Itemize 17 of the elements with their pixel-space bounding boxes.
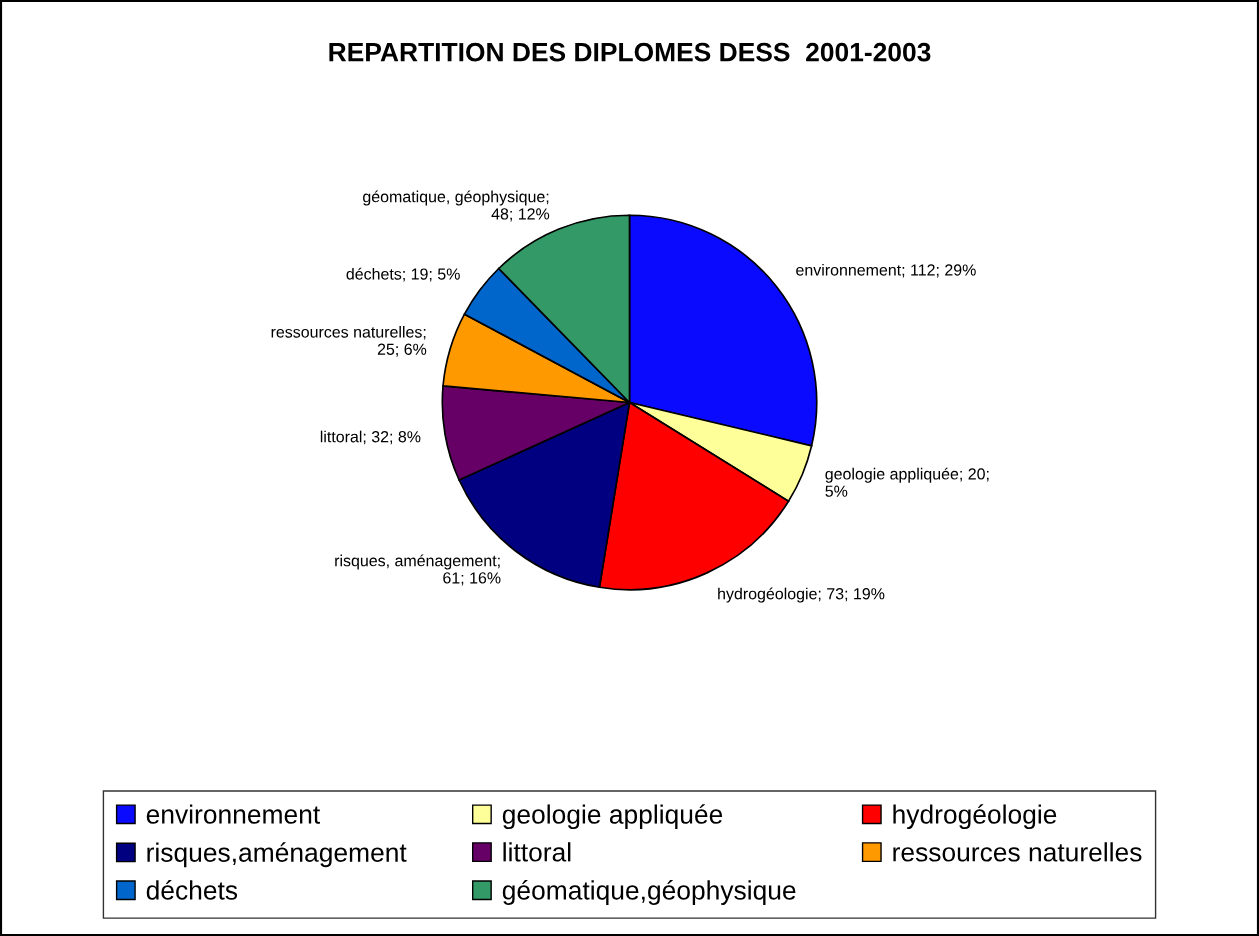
data-label: hydrogéologie; 73; 19% (718, 587, 885, 603)
legend-label: déchets (146, 880, 238, 900)
legend-label: géomatique,géophysique (502, 880, 796, 905)
data-label: déchets; 19; 5% (346, 267, 460, 282)
data-label: risques, aménagement; 61; 16% (335, 554, 501, 586)
legend-label: environnement (146, 804, 321, 824)
legend-label: littoral (503, 842, 571, 862)
chart-title: REPARTITION DES DIPLOMES DESS 2001-2003 (329, 42, 931, 62)
legend-label: risques,aménagement (147, 842, 407, 868)
data-label: géomatique, géophysique; 48; 12% (363, 190, 550, 222)
legend-label: ressources naturelles (893, 842, 1142, 862)
data-label: littoral; 32; 8% (320, 430, 421, 445)
data-label: environnement; 112; 29% (796, 263, 976, 278)
data-label: geologie appliquée; 20; 5% (825, 467, 989, 497)
data-label: ressources naturelles; 25; 6% (271, 325, 427, 357)
legend-label: hydrogéologie (893, 804, 1057, 830)
legend-label: geologie appliquée (502, 804, 723, 830)
